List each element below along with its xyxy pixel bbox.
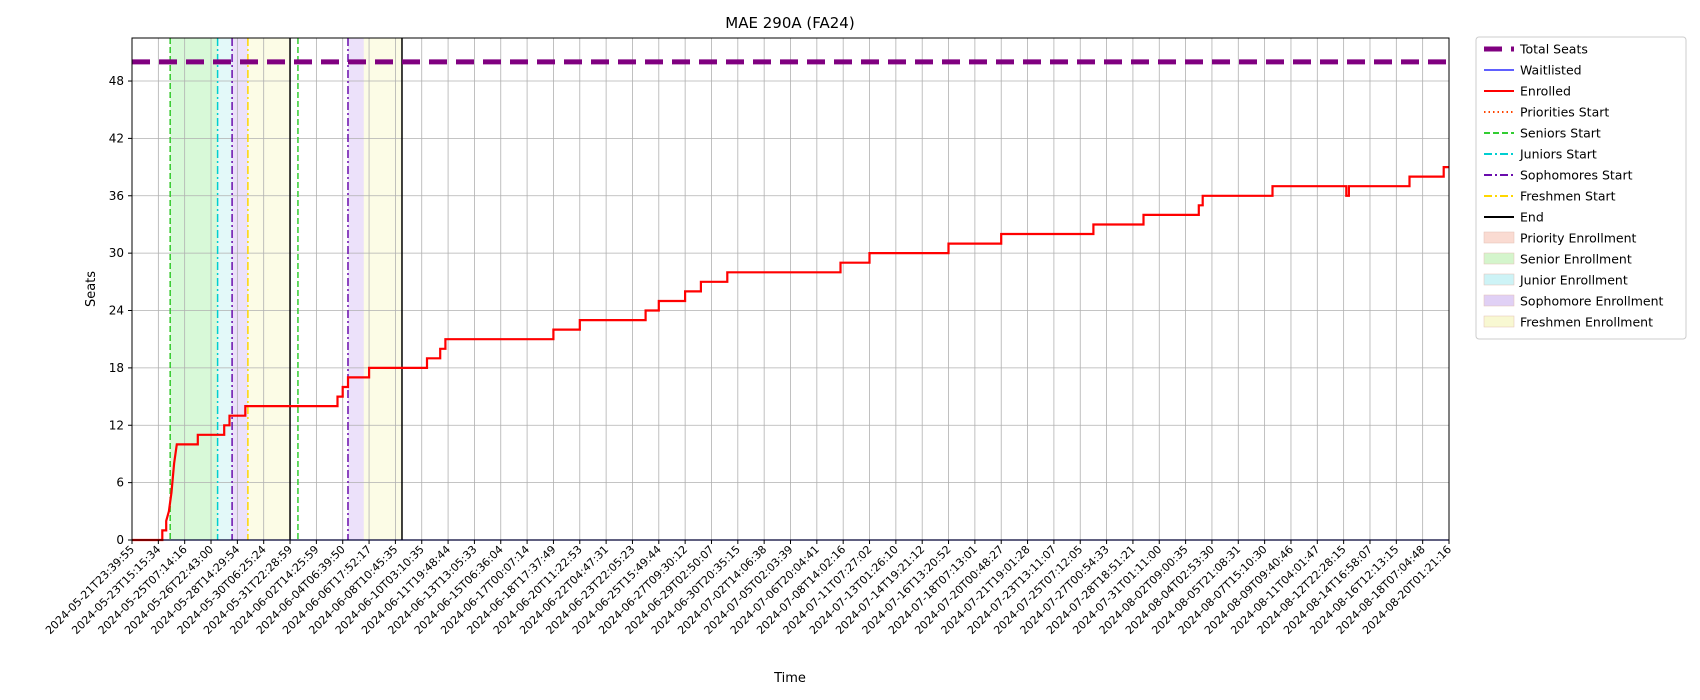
legend-label-8: End <box>1520 210 1544 225</box>
region-5 <box>363 38 402 540</box>
region-0 <box>170 38 218 540</box>
legend: Total Seats Waitlisted Enrolled Priorities … <box>1475 36 1687 340</box>
y-tick-label-1: 6 <box>116 476 124 490</box>
legend-label-0: Total Seats <box>1519 42 1588 57</box>
y-tick-label-3: 18 <box>109 361 124 375</box>
region-2 <box>232 38 248 540</box>
series-line-2 <box>132 166 1449 542</box>
legend-swatch-12 <box>1483 294 1515 307</box>
legend-label-1: Waitlisted <box>1520 63 1582 78</box>
y-tick-label-8: 48 <box>109 74 124 88</box>
legend-label-7: Freshmen Start <box>1520 189 1616 204</box>
grid-lines <box>131 38 1450 541</box>
legend-box <box>1475 36 1687 340</box>
legend-label-3: Priorities Start <box>1520 105 1609 120</box>
y-tick-label-4: 24 <box>109 304 124 318</box>
y-tick-label-7: 42 <box>109 131 124 145</box>
legend-label-5: Juniors Start <box>1519 147 1597 162</box>
legend-label-11: Junior Enrollment <box>1519 273 1628 288</box>
legend-label-10: Senior Enrollment <box>1520 252 1632 267</box>
x-axis-label: Time <box>773 671 806 686</box>
legend-swatch-10 <box>1483 252 1515 265</box>
y-tick-label-0: 0 <box>116 533 124 547</box>
region-1 <box>217 38 233 540</box>
legend-label-13: Freshmen Enrollment <box>1520 315 1653 330</box>
y-tick-label-6: 36 <box>109 189 124 203</box>
legend-label-4: Seniors Start <box>1520 126 1601 141</box>
legend-label-6: Sophomores Start <box>1520 168 1633 183</box>
legend-label-9: Priority Enrollment <box>1520 231 1637 246</box>
enrollment-regions <box>170 38 402 540</box>
legend-swatch-9 <box>1483 231 1515 244</box>
phase-markers <box>169 38 403 540</box>
region-3 <box>247 38 291 540</box>
y-axis-label: Seats <box>84 271 99 307</box>
y-tick-label-2: 12 <box>109 418 124 432</box>
y-axis-ticks: 0 6 12 18 24 30 36 42 48 <box>109 74 132 547</box>
legend-label-2: Enrolled <box>1520 84 1571 99</box>
legend-swatch-11 <box>1483 273 1515 286</box>
y-tick-label-5: 30 <box>109 246 124 260</box>
region-4 <box>347 38 364 540</box>
legend-label-12: Sophomore Enrollment <box>1520 294 1664 309</box>
chart-title: MAE 290A (FA24) <box>725 14 854 32</box>
legend-swatch-13 <box>1483 315 1515 328</box>
